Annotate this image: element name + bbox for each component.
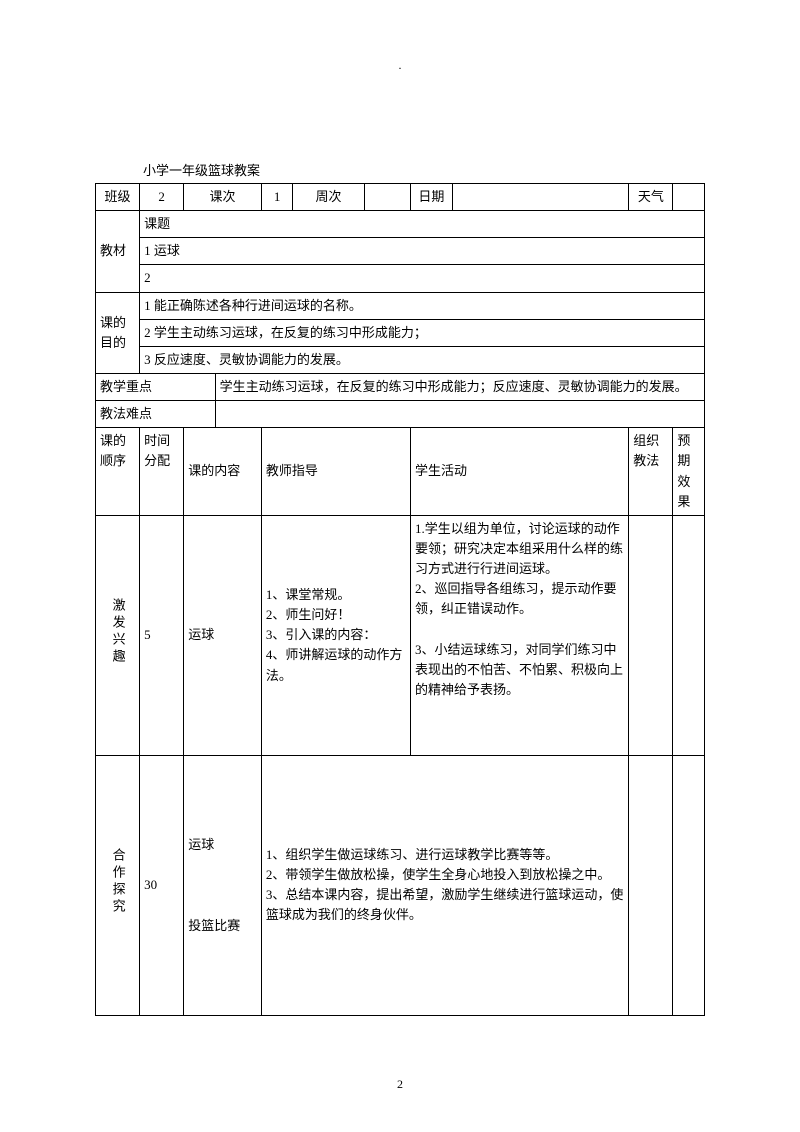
row2-merged: 1、组织学生做运球练习、进行运球教学比赛等等。 2、带领学生做放松操，使学生全身…: [261, 755, 628, 1015]
row1-order: 激发兴趣: [96, 515, 140, 755]
row2-org: [629, 755, 673, 1015]
top-mark: .: [399, 58, 402, 73]
table-row: 教材 课题: [96, 211, 705, 238]
difficulty-text: [215, 401, 704, 428]
table-row: 教法难点: [96, 401, 705, 428]
col-order: 课的 顺序: [96, 428, 140, 516]
row2-content: 运球 投篮比赛: [184, 755, 262, 1015]
table-row: 3 反应速度、灵敏协调能力的发展。: [96, 346, 705, 373]
lesson-no-label: 课次: [184, 184, 262, 211]
table-row: 课的 顺序 时间 分配 课的内容 教师指导 学生活动 组织 教法 预期 效果: [96, 428, 705, 516]
purpose-line2: 2 学生主动练习运球，在反复的练习中形成能力；: [140, 319, 705, 346]
week-value: [364, 184, 410, 211]
purpose-line1: 1 能正确陈述各种行进间运球的名称。: [140, 292, 705, 319]
class-label: 班级: [96, 184, 140, 211]
row1-teacher: 1、课堂常规。 2、师生问好！ 3、引入课的内容： 4、师讲解运球的动作方法。: [261, 515, 410, 755]
col-time: 时间 分配: [140, 428, 184, 516]
page-number: 2: [397, 1077, 403, 1092]
purpose-line3: 3 反应速度、灵敏协调能力的发展。: [140, 346, 705, 373]
keypoint-label: 教学重点: [96, 373, 216, 400]
col-content: 课的内容: [184, 428, 262, 516]
row1-org: [629, 515, 673, 755]
textbook-line1: 1 运球: [140, 238, 705, 265]
table-row: 教学重点 学生主动练习运球，在反复的练习中形成能力；反应速度、灵敏协调能力的发展…: [96, 373, 705, 400]
row1-expect: [673, 515, 705, 755]
row1-time: 5: [140, 515, 184, 755]
col-org: 组织 教法: [629, 428, 673, 516]
col-teacher: 教师指导: [261, 428, 410, 516]
week-label: 周次: [293, 184, 364, 211]
table-row: 2 学生主动练习运球，在反复的练习中形成能力；: [96, 319, 705, 346]
purpose-label: 课的 目的: [96, 292, 140, 373]
row1-content: 运球: [184, 515, 262, 755]
table-row: 班级 2 课次 1 周次 日期 天气: [96, 184, 705, 211]
table-row: 2: [96, 265, 705, 292]
keypoint-text: 学生主动练习运球，在反复的练习中形成能力；反应速度、灵敏协调能力的发展。: [215, 373, 704, 400]
row2-expect: [673, 755, 705, 1015]
date-value: [452, 184, 628, 211]
lesson-no-value: 1: [261, 184, 292, 211]
weather-label: 天气: [629, 184, 673, 211]
col-expect: 预期 效果: [673, 428, 705, 516]
lesson-plan-table: 班级 2 课次 1 周次 日期 天气 教材 课题 1 运球 2 课的 目的 1 …: [95, 183, 705, 1016]
weather-value: [673, 184, 705, 211]
textbook-label: 教材: [96, 211, 140, 292]
row2-order: 合作探究: [96, 755, 140, 1015]
topic-label: 课题: [140, 211, 705, 238]
table-row: 课的 目的 1 能正确陈述各种行进间运球的名称。: [96, 292, 705, 319]
row2-time: 30: [140, 755, 184, 1015]
difficulty-label: 教法难点: [96, 401, 216, 428]
col-student: 学生活动: [410, 428, 628, 516]
textbook-line2: 2: [140, 265, 705, 292]
date-label: 日期: [410, 184, 452, 211]
table-row: 合作探究 30 运球 投篮比赛 1、组织学生做运球练习、进行运球教学比赛等等。 …: [96, 755, 705, 1015]
class-value: 2: [140, 184, 184, 211]
row1-student: 1.学生以组为单位，讨论运球的动作要领；研究决定本组采用什么样的练习方式进行行进…: [410, 515, 628, 755]
doc-title: 小学一年级篮球教案: [95, 160, 705, 179]
table-row: 1 运球: [96, 238, 705, 265]
table-row: 激发兴趣 5 运球 1、课堂常规。 2、师生问好！ 3、引入课的内容： 4、师讲…: [96, 515, 705, 755]
